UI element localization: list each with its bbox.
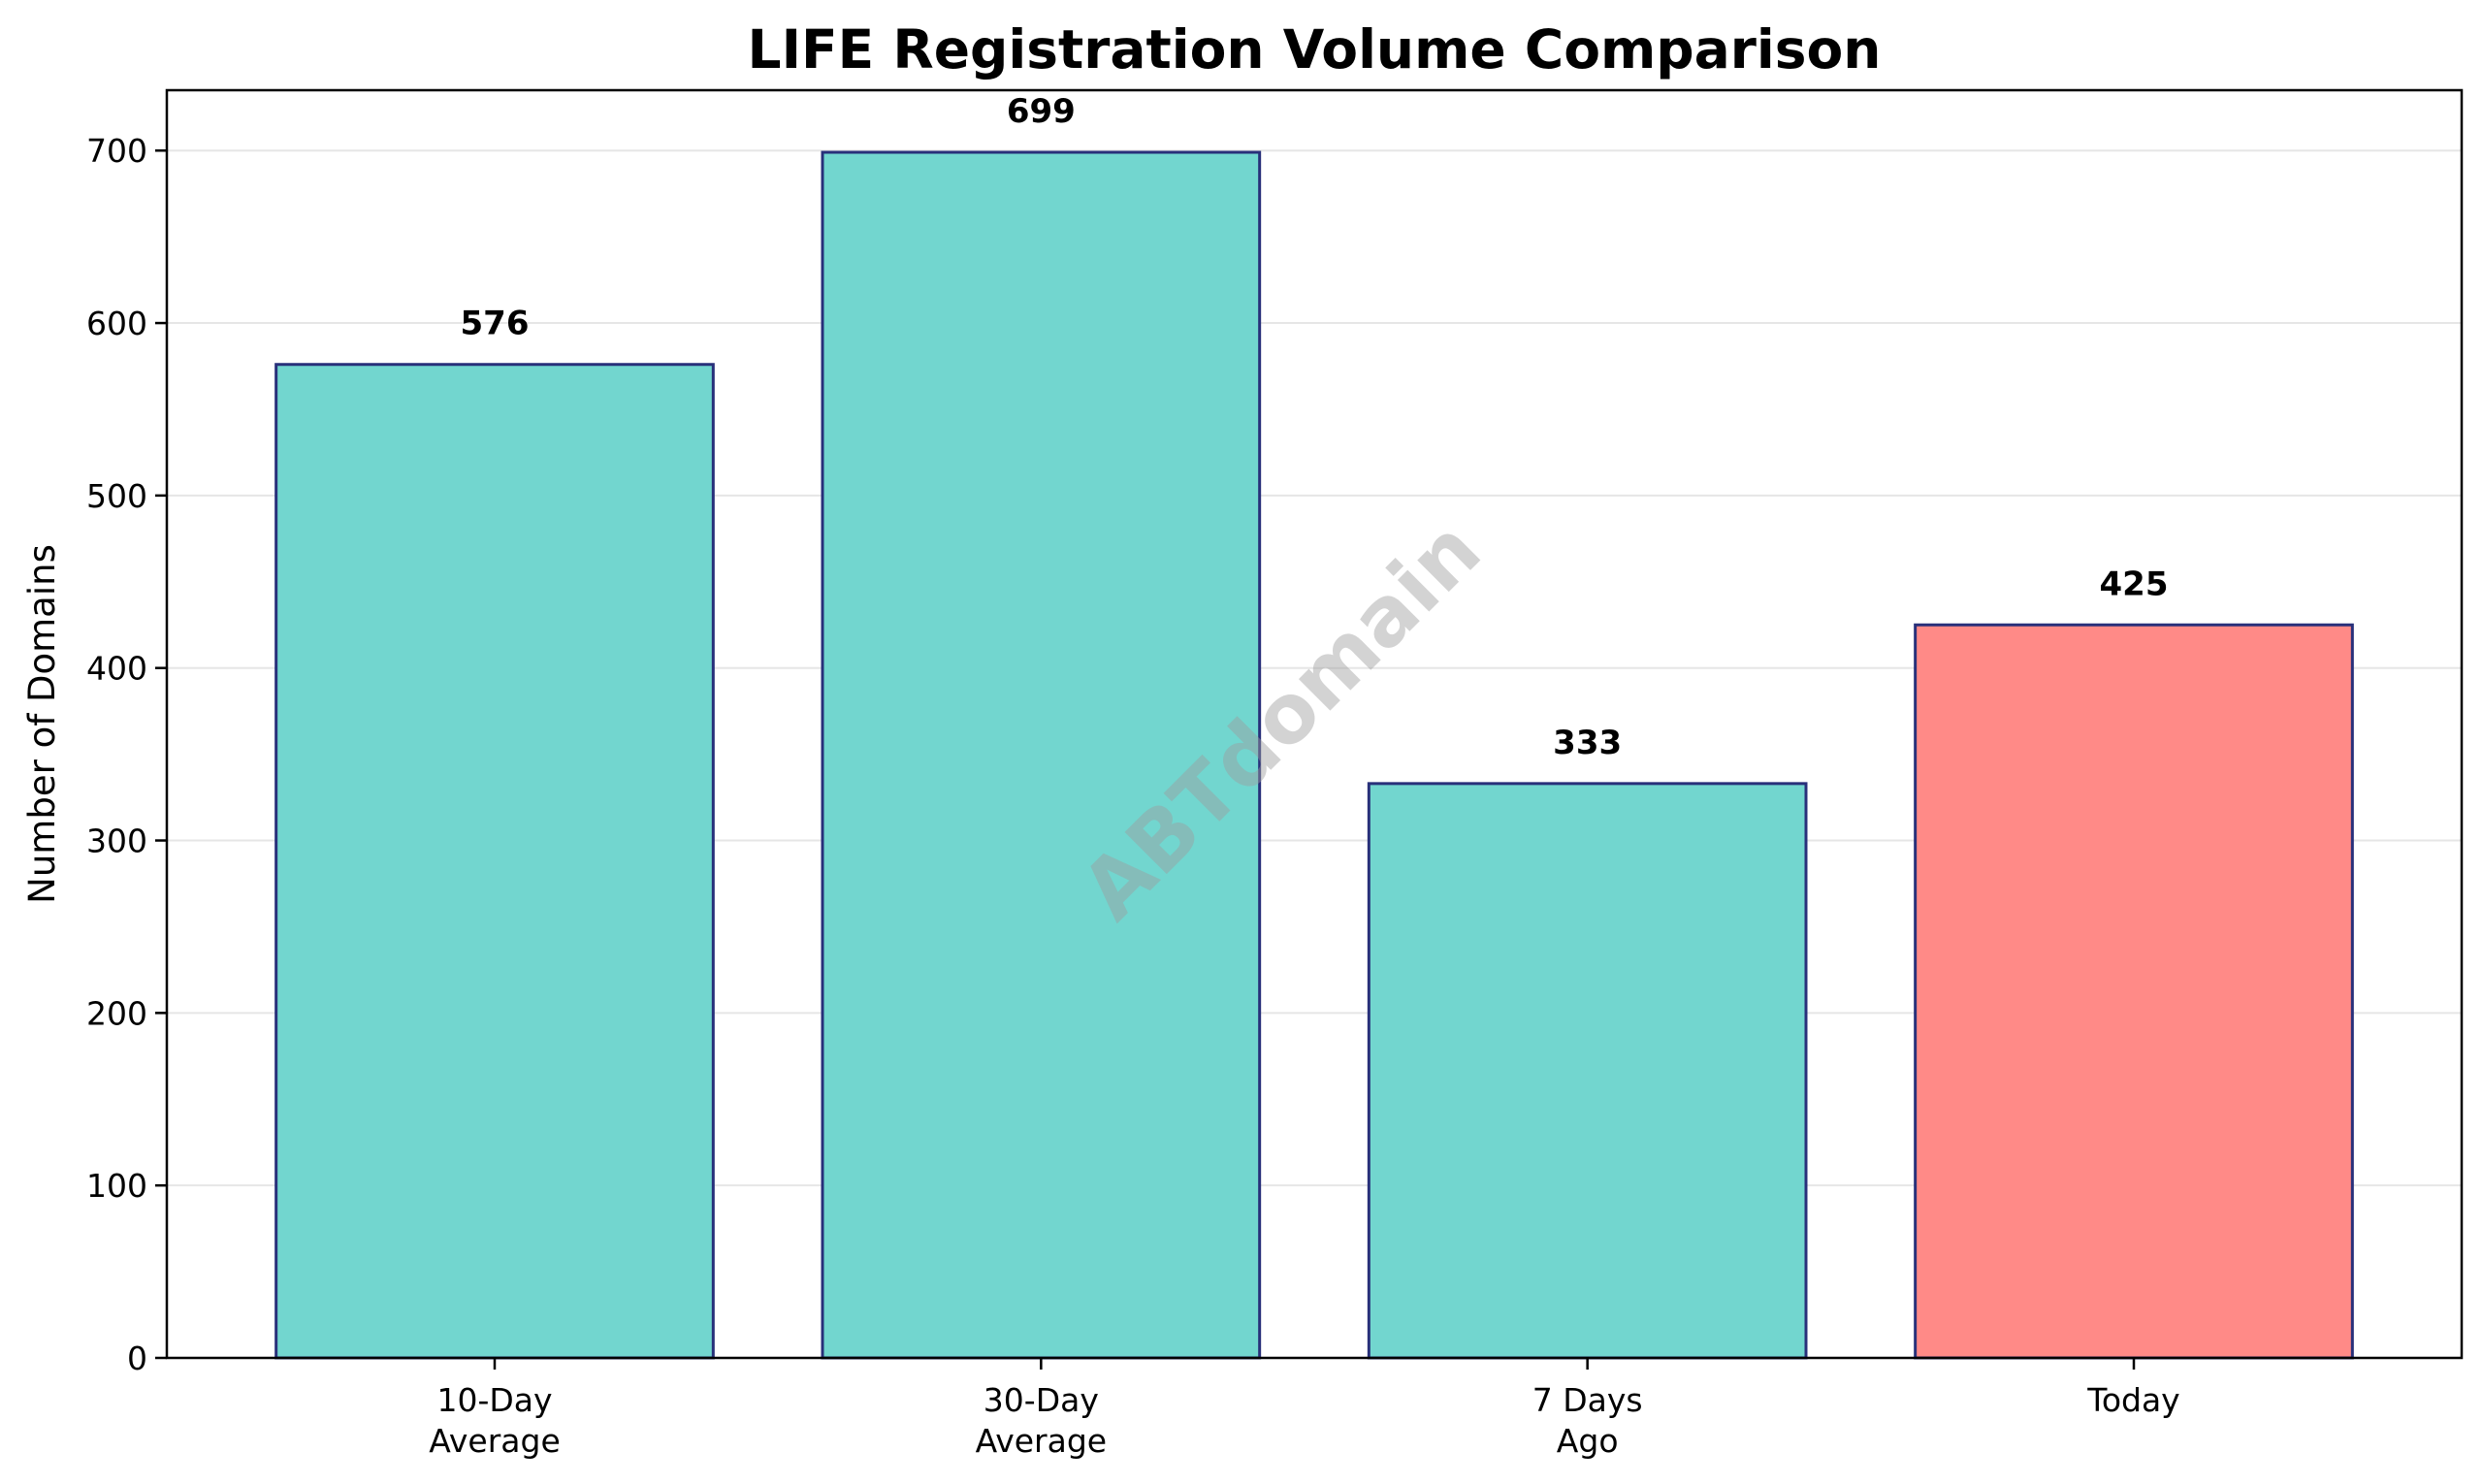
x-tick-label-line: 7 Days (1532, 1381, 1643, 1419)
y-tick-label: 200 (86, 994, 147, 1032)
x-tick-label-line: 30-Day (984, 1381, 1099, 1419)
y-tick-label: 500 (86, 477, 147, 515)
bar (274, 363, 715, 1360)
bar-value-label: 699 (1007, 92, 1076, 131)
y-tick-label: 600 (86, 305, 147, 342)
bars (274, 150, 2354, 1360)
plot-frame (165, 88, 2464, 1360)
y-tick-label: 300 (86, 823, 147, 860)
x-tick-label-line: Average (976, 1422, 1108, 1460)
x-tick-label-line: Today (2086, 1381, 2179, 1419)
x-tick-label-line: Average (429, 1422, 561, 1460)
x-tick-label: Today (2086, 1381, 2179, 1419)
bar-value-label: 425 (2100, 565, 2169, 603)
y-axis-ticks: 0 100 200 300 400 500 600 700 (86, 132, 167, 1377)
y-tick-label: 400 (86, 650, 147, 688)
y-tick-label: 0 (127, 1339, 147, 1377)
bar (1914, 623, 2354, 1360)
bar-value-label: 576 (461, 305, 530, 343)
x-tick-label-line: Ago (1557, 1422, 1619, 1460)
y-tick-label: 700 (86, 132, 147, 170)
x-tick-label: 10-Day Average (429, 1381, 561, 1460)
x-tick-label: 7 Days Ago (1532, 1381, 1643, 1460)
chart-title: LIFE Registration Volume Comparison (748, 18, 1882, 81)
x-tick-label: 30-Day Average (976, 1381, 1108, 1460)
x-tick-label-line: 10-Day (436, 1381, 552, 1419)
value-labels: 576 699 333 425 (461, 92, 2169, 762)
bar-value-label: 333 (1553, 724, 1622, 762)
bar (1367, 782, 1808, 1360)
y-axis-label: Number of Domains (21, 544, 63, 904)
y-tick-label: 100 (86, 1167, 147, 1205)
